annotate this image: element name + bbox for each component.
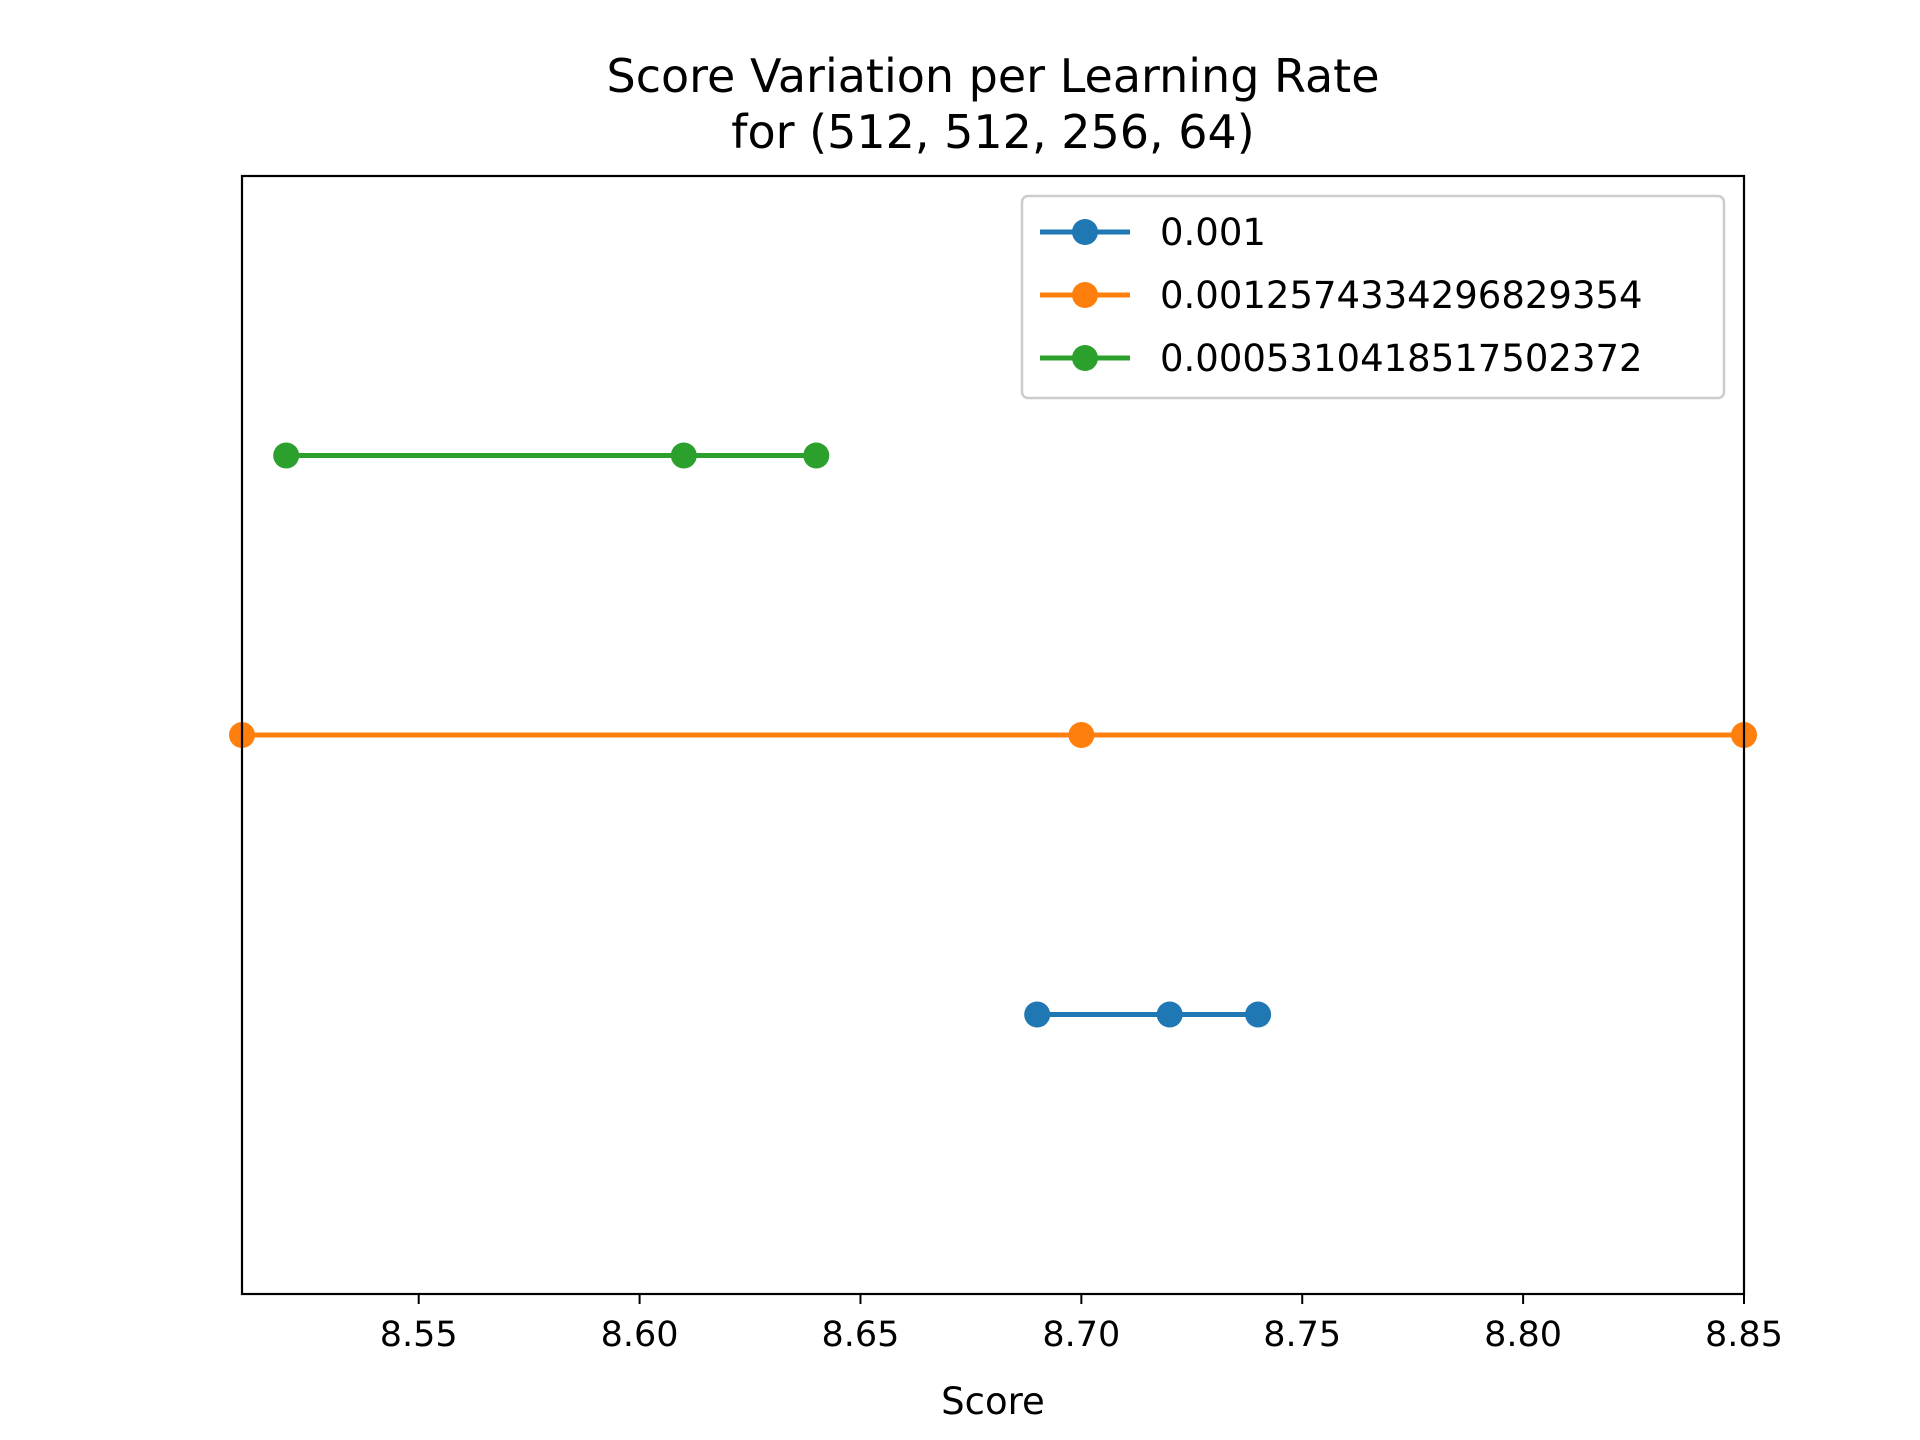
- legend-entry-1: 0.0012574334296829354: [1040, 274, 1643, 317]
- legend-entry-0: 0.001: [1040, 211, 1266, 254]
- legend-box: [1020, 194, 1726, 400]
- plot-frame: [240, 174, 1746, 1296]
- x-tick-label-1: 8.60: [601, 1315, 679, 1355]
- legend-entry-2: 0.0005310418517502372: [1040, 337, 1643, 380]
- x-tick-label-4: 8.75: [1263, 1315, 1341, 1355]
- series-2: [273, 442, 830, 469]
- legend-swatch-marker-1: [1072, 282, 1098, 308]
- x-tick-label-6: 8.85: [1705, 1315, 1783, 1355]
- legend: 0.001 0.0012574334296829354 0.000531041851…: [1020, 194, 1726, 400]
- chart-title: Score Variation per Learning Rate: [607, 49, 1380, 103]
- legend-label-2: 0.0005310418517502372: [1160, 337, 1643, 380]
- x-tick-label-5: 8.80: [1484, 1315, 1562, 1355]
- series-layer: [229, 442, 1757, 1028]
- series-2-point-2: [803, 442, 830, 469]
- series-0: [1024, 1001, 1272, 1028]
- series-2-point-1: [670, 442, 697, 469]
- legend-swatch-marker-0: [1072, 219, 1098, 245]
- series-0-point-1: [1156, 1001, 1183, 1028]
- legend-swatch-marker-2: [1072, 345, 1098, 371]
- x-tick-label-2: 8.65: [822, 1315, 900, 1355]
- x-axis-label: Score: [941, 1380, 1045, 1423]
- series-0-point-0: [1024, 1001, 1051, 1028]
- series-1-point-1: [1068, 722, 1095, 748]
- legend-label-1: 0.0012574334296829354: [1160, 274, 1643, 317]
- series-2-point-0: [273, 442, 300, 469]
- x-tick-label-3: 8.70: [1042, 1315, 1120, 1355]
- series-0-point-2: [1245, 1001, 1272, 1028]
- x-tick-label-0: 8.55: [380, 1315, 458, 1355]
- x-axis-ticks: 8.55 8.60 8.65 8.70 8.75 8.80 8.85: [380, 1294, 1783, 1355]
- legend-label-0: 0.001: [1160, 211, 1266, 254]
- chart-subtitle: for (512, 512, 256, 64): [731, 105, 1254, 159]
